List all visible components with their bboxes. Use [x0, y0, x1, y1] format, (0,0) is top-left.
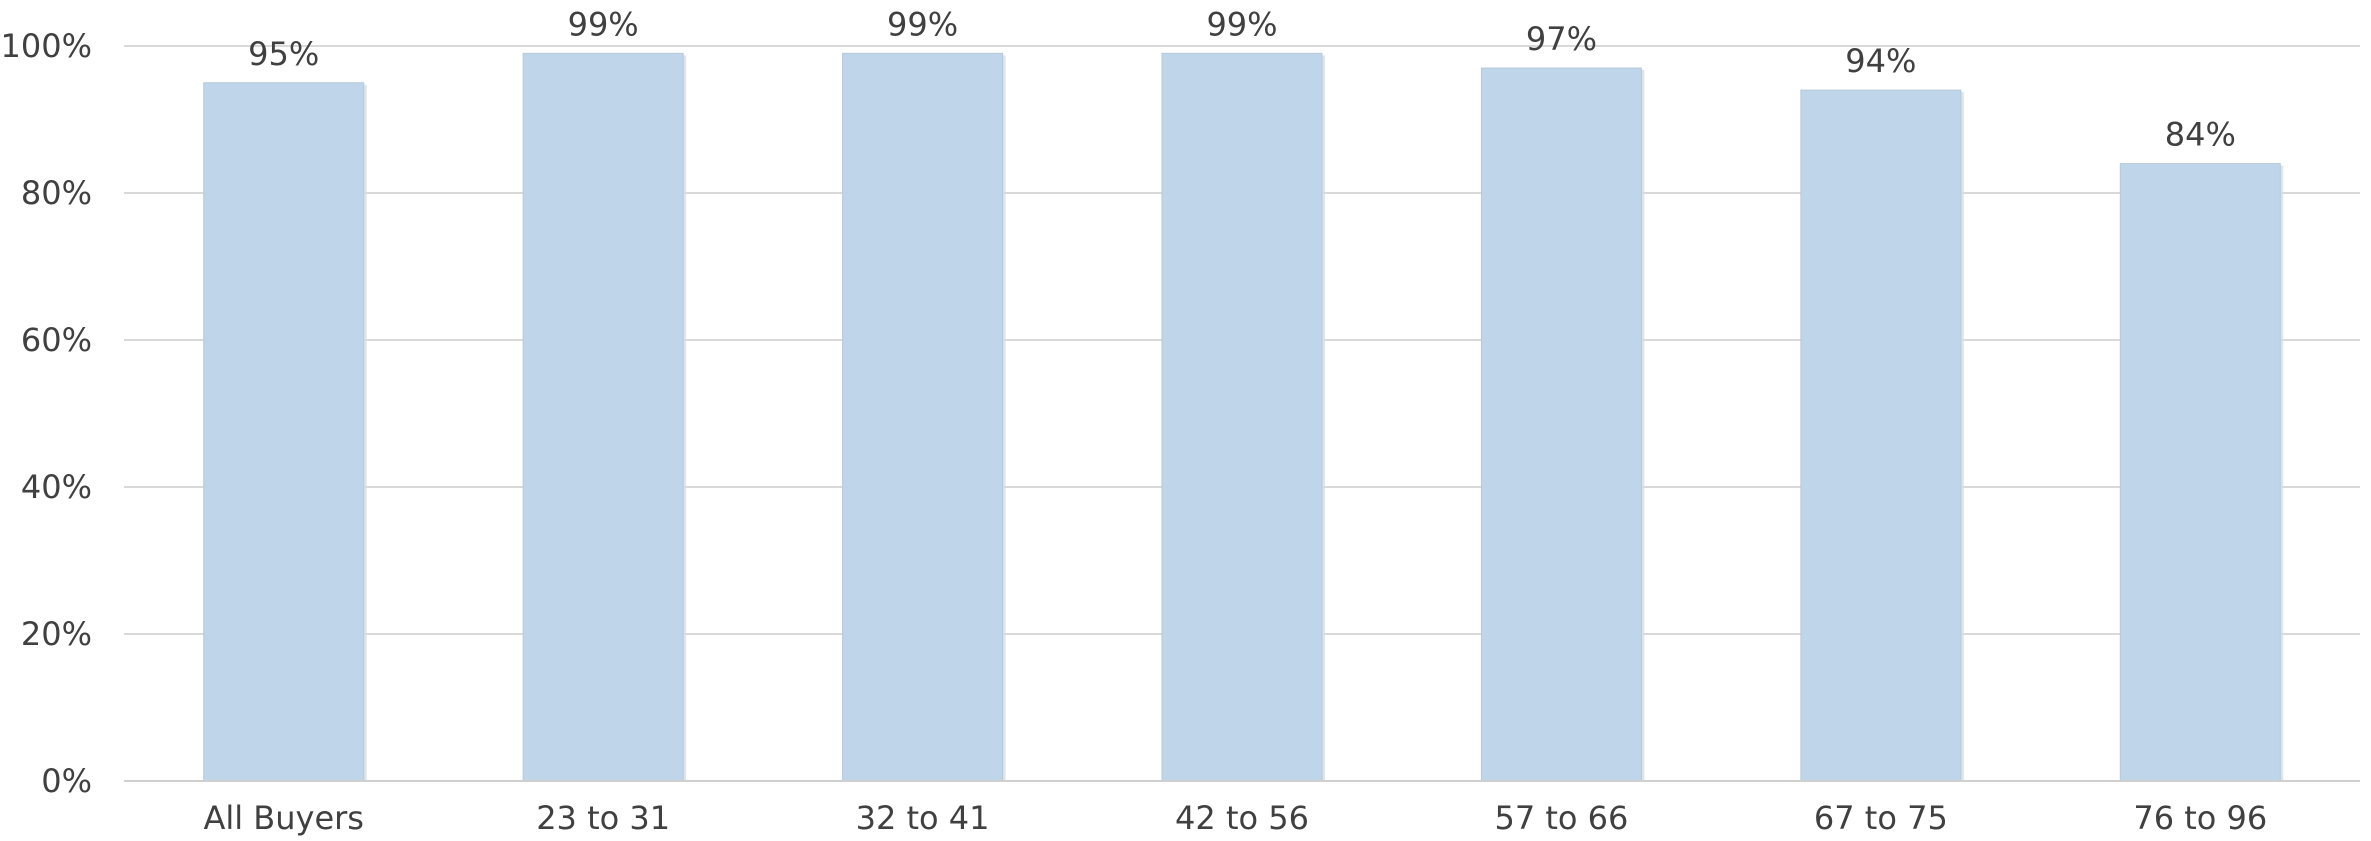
- y-tick-label: 20%: [21, 615, 92, 653]
- y-axis: 0% 20% 40% 60% 80% 100%: [1, 27, 92, 800]
- data-label: 94%: [1845, 42, 1916, 80]
- data-label: 95%: [248, 35, 319, 73]
- y-tick-label: 60%: [21, 321, 92, 359]
- bar: [842, 52, 1004, 782]
- x-tick-label: 32 to 41: [856, 799, 990, 837]
- bars: [203, 52, 2284, 782]
- y-tick-label: 80%: [21, 174, 92, 212]
- bar: [522, 52, 684, 782]
- bar: [2119, 163, 2281, 782]
- bar: [1480, 67, 1642, 782]
- data-label: 99%: [568, 5, 639, 43]
- y-tick-label: 40%: [21, 468, 92, 506]
- data-label: 99%: [1206, 5, 1277, 43]
- y-tick-label: 0%: [41, 762, 92, 800]
- data-label: 97%: [1526, 20, 1597, 58]
- data-labels: 95% 99% 99% 99% 97% 94% 84%: [248, 5, 2236, 153]
- x-axis: All Buyers 23 to 31 32 to 41 42 to 56 57 to …: [124, 780, 2360, 837]
- bar: [203, 82, 365, 782]
- y-tick-label: 100%: [1, 27, 92, 65]
- x-tick-label: 42 to 56: [1175, 799, 1309, 837]
- x-tick-label: 23 to 31: [536, 799, 670, 837]
- data-label: 84%: [2165, 116, 2236, 154]
- data-label: 99%: [887, 5, 958, 43]
- bar: [1800, 89, 1962, 782]
- x-tick-label: 57 to 66: [1494, 799, 1628, 837]
- bar: [1161, 52, 1323, 782]
- x-tick-label: 76 to 96: [2133, 799, 2267, 837]
- x-tick-label: 67 to 75: [1814, 799, 1948, 837]
- x-tick-label: All Buyers: [203, 799, 364, 837]
